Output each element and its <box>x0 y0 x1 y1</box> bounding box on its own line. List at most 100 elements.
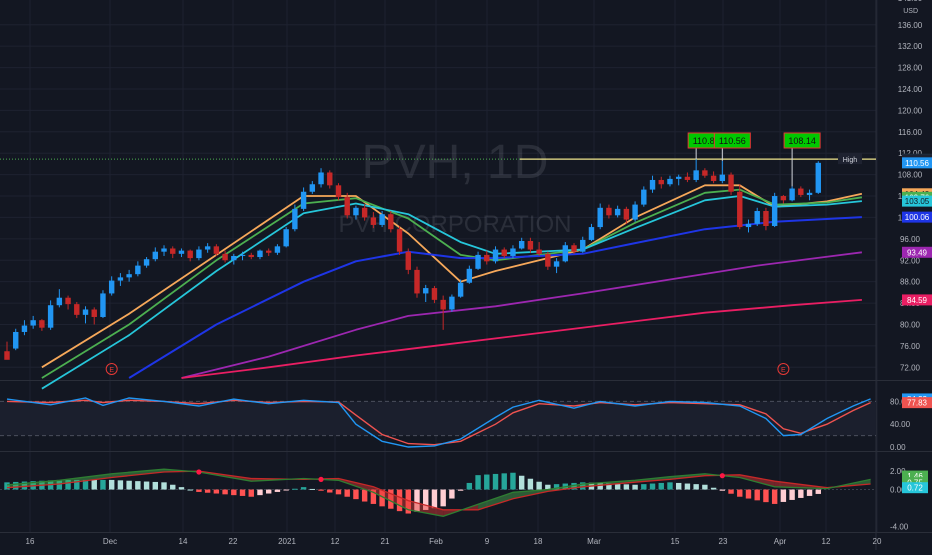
candle-body <box>457 282 464 297</box>
candle-body <box>300 191 307 209</box>
macd-histogram-bar <box>789 489 795 500</box>
macd-tick-label: -4.00 <box>890 522 909 531</box>
macd-histogram-bar <box>196 489 202 492</box>
candle-body <box>798 188 804 195</box>
candle-body <box>65 297 71 305</box>
currency-label: USD <box>903 8 918 15</box>
macd-histogram-bar <box>440 489 446 507</box>
macd-histogram-bar <box>431 489 438 509</box>
time-tick-label: 14 <box>179 537 188 546</box>
candle-body <box>82 309 89 315</box>
price-tick-label: 116.00 <box>898 128 922 137</box>
candle-body <box>21 325 28 332</box>
candle-body <box>606 207 612 216</box>
macd-histogram-bar <box>728 489 734 494</box>
candle-body <box>196 249 202 259</box>
candle-body <box>518 240 525 249</box>
macd-tag-box <box>902 482 928 494</box>
price-tag-box <box>902 211 932 223</box>
candle-body <box>702 170 708 176</box>
macd-histogram-bar <box>518 475 525 490</box>
stoch-tick-label: 80.00 <box>890 397 911 406</box>
candle-body <box>344 197 350 216</box>
macd-histogram-bar <box>466 482 473 490</box>
macd-histogram-bar <box>82 479 89 490</box>
candle-body <box>484 254 490 262</box>
macd-histogram-bar <box>143 481 150 490</box>
candle-body <box>283 229 289 247</box>
candle-body <box>614 208 621 216</box>
candle-body <box>292 208 298 230</box>
watermark: PVH, 1D PVH CORPORATION <box>339 136 572 238</box>
price-tag-label: 103.05 <box>905 197 930 206</box>
macd-histogram-bar <box>649 483 656 490</box>
candle-body <box>527 240 534 250</box>
candle-body <box>309 184 316 192</box>
price-tag-label: 93.49 <box>907 248 928 257</box>
candle-body <box>771 196 778 226</box>
candle-body <box>170 248 176 254</box>
price-tick-label: 96.00 <box>900 235 921 244</box>
candle-body <box>553 261 560 267</box>
earnings-label: E <box>109 367 114 374</box>
price-tag-label: 84.59 <box>907 296 928 305</box>
macd-histogram-bar <box>815 489 821 494</box>
time-tick-label: 23 <box>719 537 728 546</box>
candle-body <box>754 211 760 224</box>
macd-histogram-bar <box>571 482 577 490</box>
macd-histogram-bar <box>187 489 193 491</box>
macd-histogram-bar <box>536 481 542 490</box>
candle-body <box>632 204 638 220</box>
macd-histogram-bar <box>13 481 19 490</box>
macd-histogram-bar <box>667 482 673 490</box>
macd-histogram-bar <box>204 489 211 493</box>
candle-body <box>178 250 185 254</box>
candle-body <box>763 211 769 226</box>
macd-cloud-segment <box>408 500 444 517</box>
price-tick-label: 128.00 <box>898 64 923 73</box>
high-tag-box <box>838 153 862 165</box>
candle-body <box>580 239 586 252</box>
macd-histogram-bar <box>475 475 481 490</box>
macd-histogram-bar <box>423 489 429 510</box>
macd-histogram-bar <box>152 481 159 490</box>
macd-histogram-bar <box>798 489 804 498</box>
candle-body <box>143 259 150 266</box>
stoch-band <box>0 401 876 436</box>
callout-label: 110.89 <box>693 136 720 146</box>
macd-histogram-bar <box>405 489 411 514</box>
time-tick-label: 12 <box>331 537 340 546</box>
macd-histogram-bar <box>702 484 708 490</box>
price-tick-label: 72.00 <box>900 363 921 372</box>
candle-body <box>710 175 717 182</box>
time-tick-label: 21 <box>381 537 390 546</box>
macd-histogram-bar <box>100 479 106 490</box>
macd-cloud-segment <box>373 486 409 510</box>
candle-body <box>388 214 394 230</box>
macd-histogram-bar <box>126 480 132 490</box>
candle-body <box>4 351 10 360</box>
candle-body <box>152 251 159 260</box>
candle-body <box>274 246 281 253</box>
macd-histogram-bar <box>222 489 228 495</box>
candle-body <box>405 251 411 270</box>
macd-histogram-bar <box>21 481 28 490</box>
price-tick-label: 92.00 <box>900 256 921 265</box>
macd-cloud-segment <box>478 492 513 510</box>
macd-histogram-bar <box>239 489 246 496</box>
candle-body <box>265 250 272 253</box>
macd-histogram-bar <box>710 487 717 490</box>
macd-histogram-bar <box>780 489 787 502</box>
high-tag-label: High <box>843 157 858 164</box>
macd-histogram-bar <box>65 479 71 490</box>
macd-histogram-bar <box>501 473 507 490</box>
macd-cloud-segment <box>7 480 60 488</box>
candle-body <box>213 246 220 254</box>
price-axis: 141.00 136.00 132.00 128.00 124.00 120.00 116.… <box>838 0 932 372</box>
candle-body <box>108 280 115 294</box>
macd-histogram-bar <box>283 489 289 491</box>
